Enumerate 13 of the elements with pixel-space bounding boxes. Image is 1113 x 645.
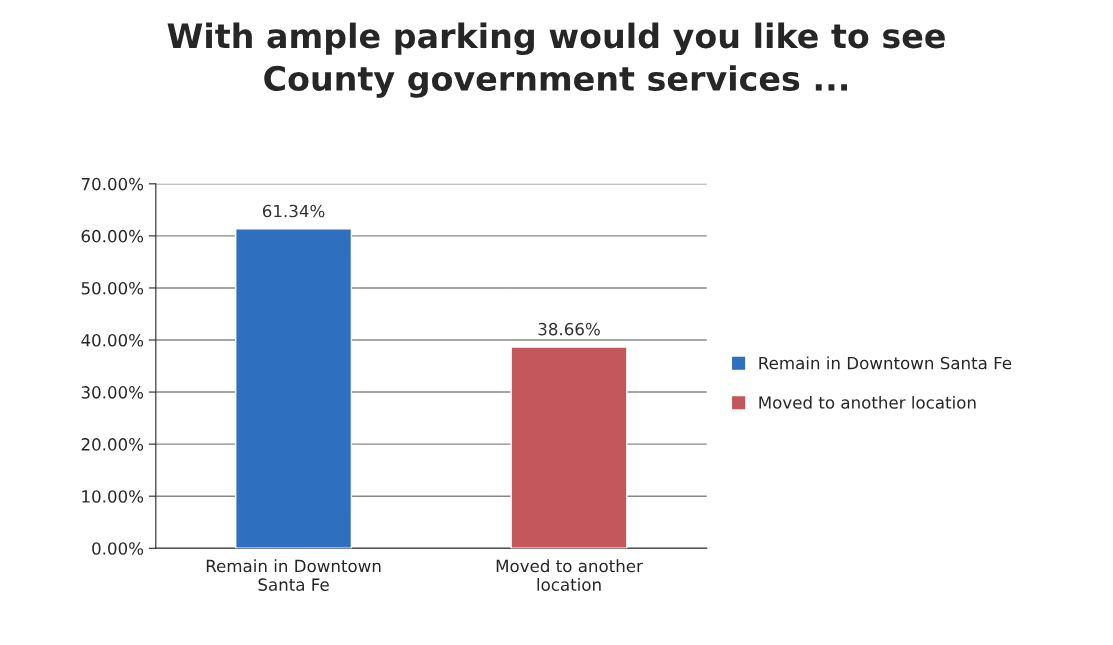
legend-label: Moved to another location bbox=[759, 395, 976, 409]
y-tick-label: 40.00% bbox=[81, 333, 144, 347]
y-tick-label: 20.00% bbox=[81, 438, 144, 451]
y-tick-label: 70.00% bbox=[81, 177, 144, 191]
y-tick-label: 30.00% bbox=[81, 386, 144, 399]
legend-label: Remain in Downtown Santa Fe bbox=[759, 356, 1012, 370]
chart-title: With ample parking would you like to see County government services ... bbox=[167, 22, 945, 98]
text: 61.34% bbox=[262, 204, 325, 218]
y-tick-label: 10.00% bbox=[82, 490, 144, 503]
y-tick-label: 60.00% bbox=[81, 229, 144, 243]
y-tick-label: 50.00% bbox=[81, 281, 144, 295]
text: 38.66% bbox=[538, 322, 600, 336]
y-tick-label: 0.00% bbox=[92, 542, 144, 555]
